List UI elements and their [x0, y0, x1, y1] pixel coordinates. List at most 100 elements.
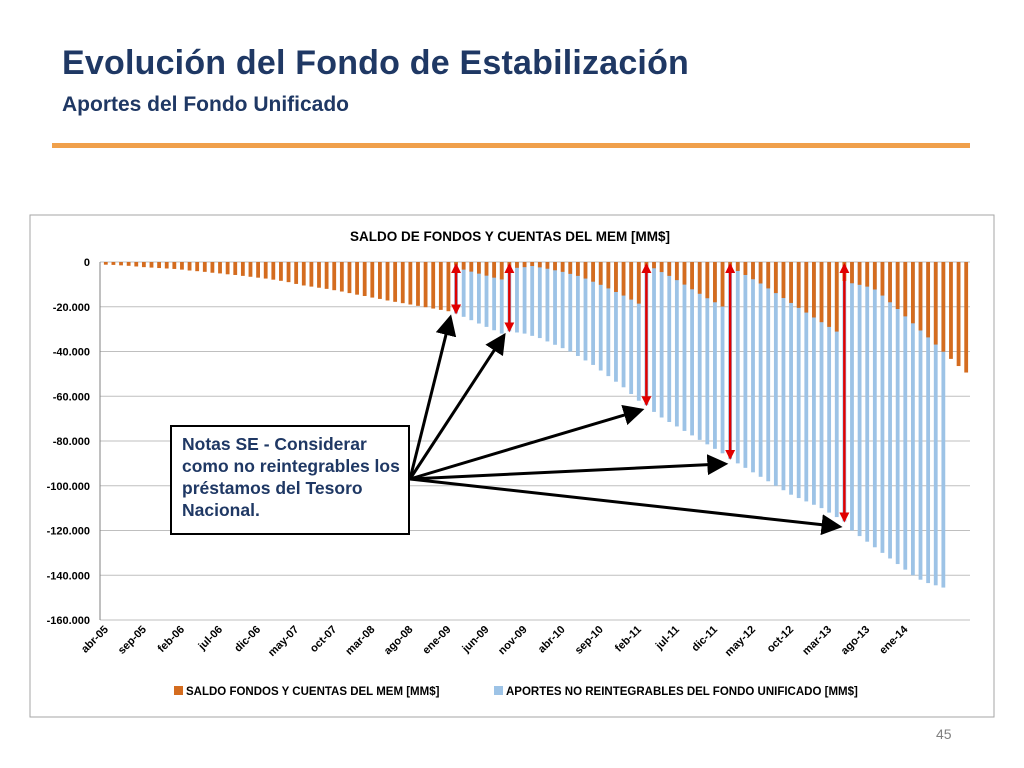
bar-saldo [888, 262, 892, 303]
bar-saldo [499, 262, 504, 280]
legend-swatch-aportes [494, 686, 503, 695]
bar-aportes [537, 262, 542, 339]
bar-saldo [461, 262, 466, 270]
bar-aportes [895, 262, 900, 565]
bar-saldo [918, 262, 923, 331]
bar-aportes [499, 262, 504, 334]
bar-saldo [446, 262, 451, 312]
bar-saldo [880, 262, 885, 296]
bar-saldo [766, 262, 771, 289]
legend-swatch-saldo [174, 686, 183, 695]
bar-saldo [126, 262, 131, 266]
bar-aportes [690, 262, 694, 436]
difference-arrows [451, 263, 850, 523]
bar-aportes [484, 262, 489, 327]
title-accent-rule [52, 143, 970, 148]
note-pointer-arrows [408, 314, 843, 536]
bar-saldo [172, 262, 177, 269]
bar-saldo [834, 262, 839, 332]
bar-saldo [872, 262, 877, 290]
bar-saldo [286, 262, 291, 283]
bar-saldo [515, 262, 519, 268]
bar-saldo [225, 262, 230, 275]
bar-aportes [652, 262, 656, 412]
bar-saldo [545, 262, 550, 269]
y-axis-ticks: 0 -20.000 -40.000 -60.000 -80.000 -100.000 -12… [47, 257, 90, 627]
bar-saldo [309, 262, 314, 287]
bar-saldo [400, 262, 405, 304]
bar-saldo [964, 262, 969, 373]
bar-saldo [720, 262, 725, 307]
bar-saldo [819, 262, 824, 323]
bar-aportes [888, 262, 892, 559]
bar-aportes [819, 262, 824, 509]
bar-aportes [910, 262, 915, 576]
bar-saldo [575, 262, 580, 276]
bar-saldo [933, 262, 938, 345]
bar-saldo [751, 262, 755, 280]
bar-saldo [149, 262, 154, 268]
bar-saldo [697, 262, 702, 294]
bar-saldo [103, 262, 108, 265]
bar-aportes [880, 262, 885, 553]
bar-aportes [568, 262, 573, 352]
y-tick-label: 0 [84, 257, 90, 269]
bar-saldo [705, 262, 710, 299]
bar-saldo [674, 262, 679, 281]
bar-saldo [895, 262, 900, 309]
y-tick-label: -160.000 [47, 615, 90, 627]
bar-saldo [233, 262, 238, 275]
bar-saldo [438, 262, 443, 310]
legend-label-saldo: SALDO FONDOS Y CUENTAS DEL MEM [MM$] [186, 686, 440, 698]
bar-saldo [180, 262, 184, 270]
bar-aportes [773, 262, 778, 486]
bar-saldo [164, 262, 169, 269]
bar-aportes [941, 262, 946, 588]
bar-aportes [629, 262, 634, 395]
bar-aportes [492, 262, 497, 331]
pointer-arrow [409, 454, 729, 481]
bar-saldo [294, 262, 299, 284]
bar-aportes [743, 262, 748, 468]
bar-saldo [195, 262, 200, 272]
bar-aportes [469, 262, 474, 321]
bar-saldo [857, 262, 862, 285]
bar-saldo [667, 262, 672, 276]
bar-aportes [720, 262, 725, 454]
bar-aportes [553, 262, 557, 345]
y-tick-label: -100.000 [47, 481, 90, 493]
bar-aportes [674, 262, 679, 427]
bar-saldo [903, 262, 908, 317]
bar-saldo [690, 262, 694, 290]
slide-title: Evolución del Fondo de Estabilización [62, 44, 690, 82]
bar-saldo [370, 262, 375, 298]
bar-saldo [157, 262, 162, 269]
bar-saldo [553, 262, 557, 271]
bar-saldo [378, 262, 382, 299]
bar-saldo [659, 262, 664, 273]
bar-saldo [804, 262, 809, 313]
bar-saldo [537, 262, 542, 268]
bar-saldo [393, 262, 398, 302]
bar-saldo [141, 262, 146, 268]
bar-saldo [530, 262, 535, 267]
bar-aportes [865, 262, 870, 542]
bar-saldo [271, 262, 276, 280]
bar-saldo [263, 262, 268, 279]
bar-aportes [659, 262, 664, 418]
bar-saldo [812, 262, 816, 318]
pointer-arrow [408, 332, 506, 480]
bar-aportes [827, 262, 832, 513]
bar-saldo [301, 262, 306, 286]
bar-aportes [789, 262, 793, 495]
bar-saldo [614, 262, 618, 292]
slide-subtitle: Aportes del Fondo Unificado [62, 93, 349, 116]
bar-saldo [218, 262, 222, 274]
bar-saldo [210, 262, 215, 273]
bar-aportes [751, 262, 755, 473]
bar-saldo [111, 262, 116, 265]
bar-aportes [667, 262, 672, 422]
bar-aportes [515, 262, 519, 333]
bar-aportes [705, 262, 710, 445]
